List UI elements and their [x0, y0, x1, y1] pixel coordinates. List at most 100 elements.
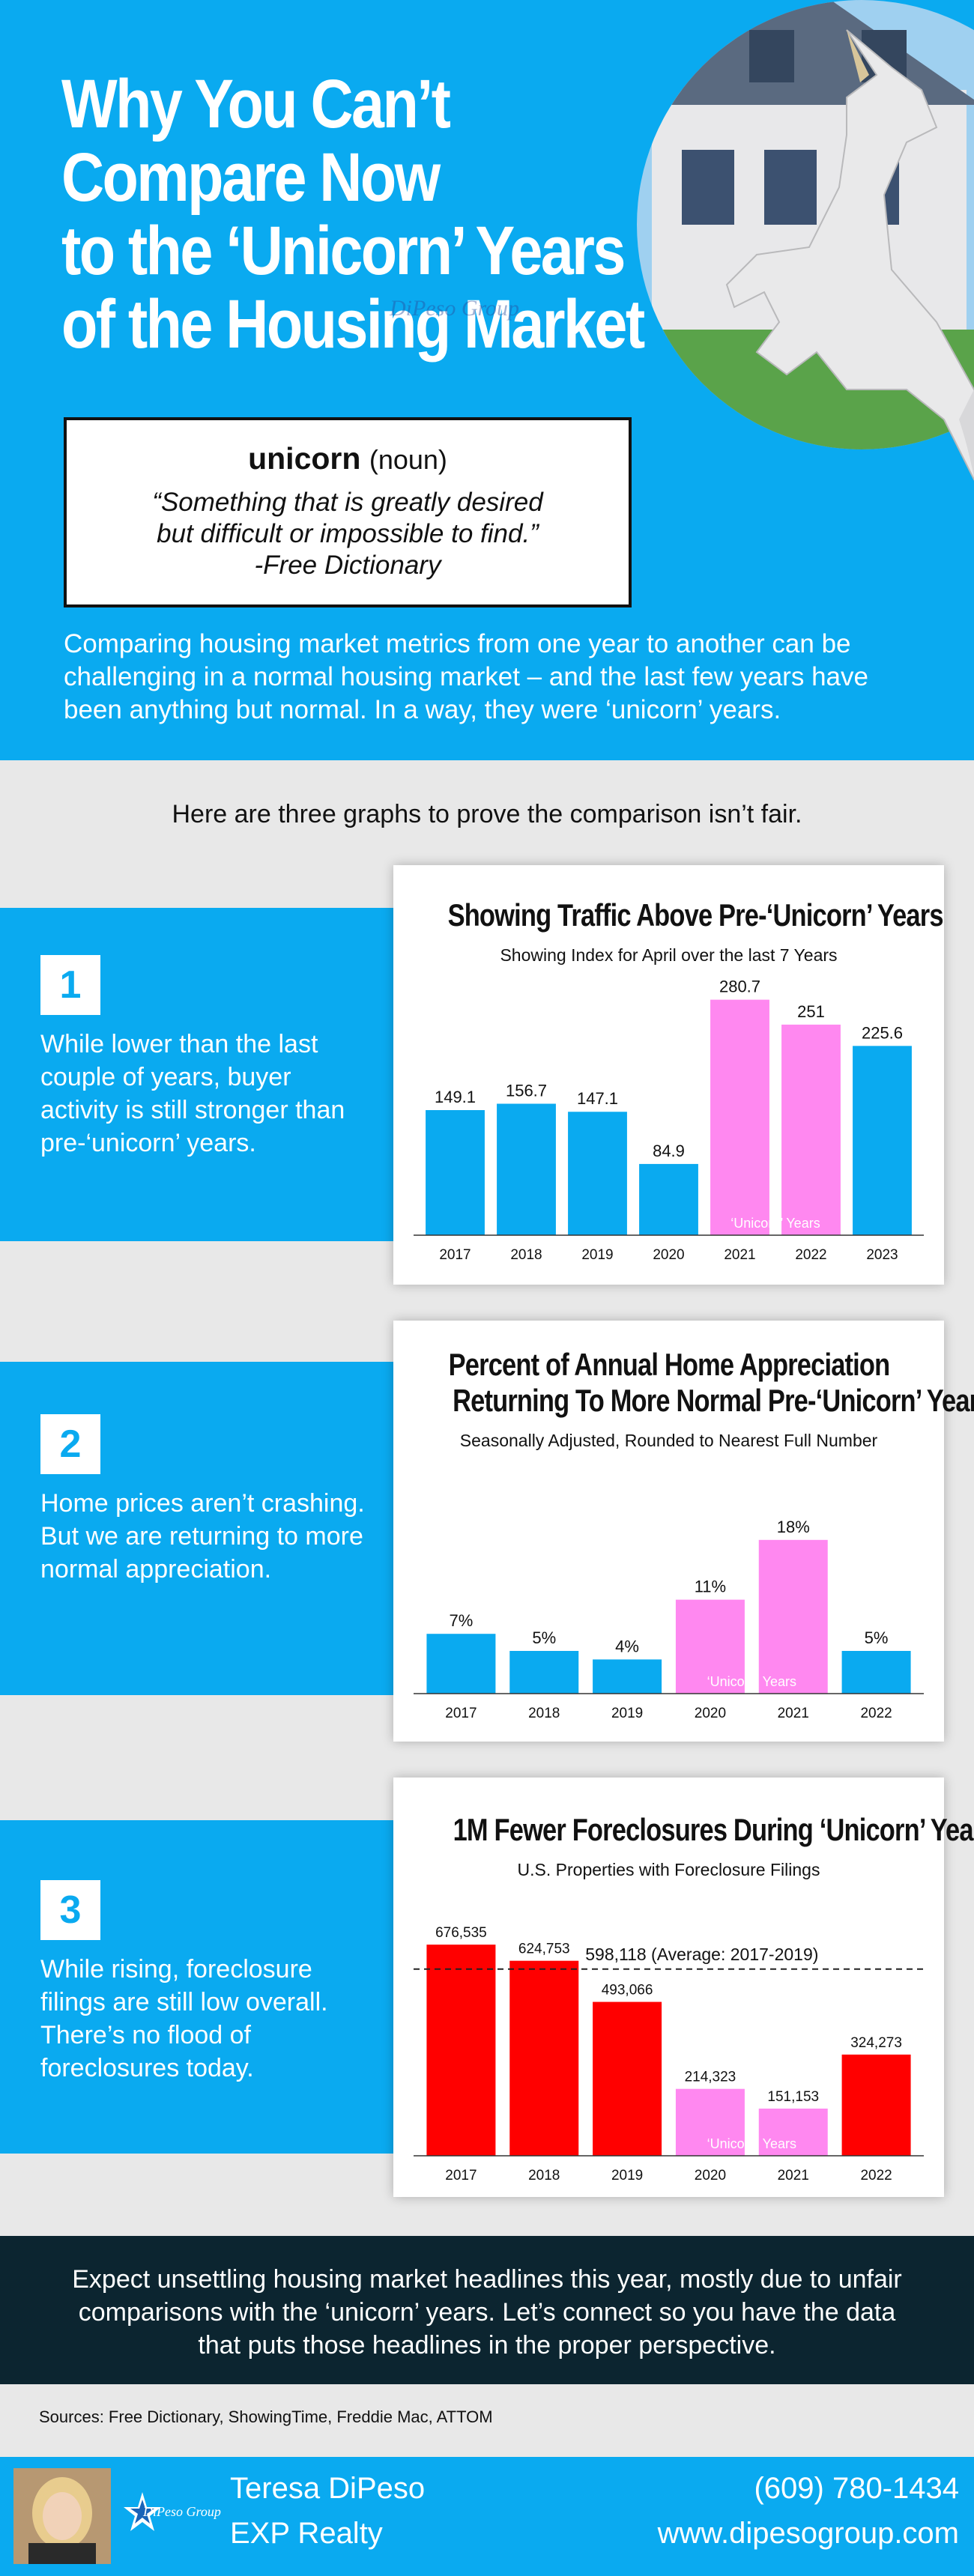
chart-1-bar-2020	[639, 1163, 698, 1235]
hero-banner: Why You Can’t Compare Now to the ‘Unicor…	[0, 0, 974, 760]
title-line-2: Compare Now	[61, 139, 441, 216]
chart-3-tick-2022: 2022	[860, 2168, 892, 2183]
chart-1-tick-2021: 2021	[724, 1247, 755, 1263]
quote-line-2: but difficult or impossible to find.”	[157, 519, 539, 548]
chart-1-value-label-2019: 147.1	[577, 1089, 618, 1108]
chart-2-tick-2018: 2018	[528, 1706, 560, 1721]
chart-1-bar-2023	[853, 1046, 912, 1235]
title-line-3: to the ‘Unicorn’ Years	[61, 213, 626, 289]
chart-2-bar-2019	[593, 1659, 662, 1694]
chart-3-value-label-2021: 151,153	[767, 2089, 819, 2105]
chart-1-value-label-2018: 156.7	[506, 1081, 547, 1100]
chart-3-tick-2020: 2020	[695, 2168, 726, 2183]
chart-1-subtitle: Showing Index for April over the last 7 …	[500, 945, 838, 965]
chart-2-value-label-2021: 18%	[777, 1518, 810, 1536]
quote-source: -Free Dictionary	[254, 551, 441, 580]
chart-1-tick-2020: 2020	[653, 1247, 684, 1263]
chart-2-tick-2020: 2020	[695, 1706, 726, 1721]
chart-2-bar-2018	[509, 1651, 579, 1694]
chart-1-bar-2019	[568, 1112, 627, 1235]
section-1-text: While lower than the last couple of year…	[40, 1030, 345, 1157]
title-line-1: Why You Can’t	[61, 66, 451, 142]
chart-1-value-label-2020: 84.9	[653, 1142, 685, 1160]
chart-3-card: 1M Fewer Foreclosures During ‘Unicorn’ Y…	[393, 1778, 974, 2197]
website-link[interactable]: www.dipesogroup.com	[657, 2517, 959, 2550]
chart-3-bar-2018	[509, 1960, 579, 2156]
definition-box: unicorn (noun) “Something that is greatl…	[64, 417, 632, 607]
chart-3-subtitle: U.S. Properties with Foreclosure Filings	[517, 1860, 820, 1879]
title-line-4: of the Housing Market	[61, 286, 645, 363]
chart-2-title-line-1: Percent of Annual Home Appreciation	[448, 1347, 890, 1382]
chart-2-unicorn-label: ‘Unicorn’ Years	[707, 1674, 796, 1689]
quote-line-1: “Something that is greatly desired	[152, 488, 543, 517]
chart-3-value-label-2018: 624,753	[518, 1942, 570, 1957]
agent-name: Teresa DiPeso	[230, 2472, 426, 2505]
chart-1-unicorn-label: ‘Unicorn’ Years	[730, 1216, 820, 1231]
chart-1-value-label-2021: 280.7	[719, 978, 760, 996]
chart-3-plot: 676,535 2017 624,753 2018 493,066 2019 214,323…	[414, 1925, 924, 2183]
chart-2-bar-2021	[758, 1539, 828, 1694]
agent-company: EXP Realty	[230, 2517, 383, 2550]
chart-1-tick-2018: 2018	[510, 1247, 542, 1263]
dipeso-logo: DiPeso Group	[124, 2491, 221, 2536]
agent-photo	[13, 2468, 111, 2564]
definition-heading: unicorn (noun)	[67, 441, 629, 476]
logo-text: DiPeso Group	[143, 2504, 221, 2519]
chart-1-bar-2018	[497, 1103, 556, 1235]
graphs-intro-text: Here are three graphs to prove the compa…	[172, 800, 802, 828]
chart-3-value-label-2022: 324,273	[850, 2035, 902, 2051]
chart-3-value-label-2019: 493,066	[602, 1983, 653, 1998]
chart-1-value-label-2022: 251	[797, 1002, 825, 1021]
chart-2-value-label-2018: 5%	[532, 1628, 556, 1647]
section-3-band	[0, 1820, 393, 2154]
chart-1-tick-2023: 2023	[866, 1247, 898, 1263]
chart-2-tick-2022: 2022	[860, 1706, 892, 1721]
definition-quote: “Something that is greatly desired but d…	[67, 487, 629, 581]
chart-1-bar-2017	[426, 1110, 485, 1235]
section-2-text: Home prices aren’t crashing. But we are …	[40, 1489, 365, 1584]
chart-3-tick-2017: 2017	[445, 2168, 477, 2183]
chart-1-tick-2019: 2019	[581, 1247, 613, 1263]
chart-3-bar-2022	[841, 2054, 911, 2156]
cta-banner: Expect unsettling housing market headlin…	[0, 2236, 974, 2384]
chart-1-plot: 149.1 2017 156.7 2018 147.1 2019 84.9 2020 280.7…	[414, 978, 924, 1263]
cta-text: Expect unsettling housing market headlin…	[72, 2265, 902, 2360]
chart-3-tick-2019: 2019	[611, 2168, 643, 2183]
sources-text: Sources: Free Dictionary, ShowingTime, F…	[39, 2407, 493, 2426]
chart-3-bar-2020	[675, 2088, 745, 2156]
chart-2-bar-2022	[841, 1651, 911, 1694]
chart-2-card: Percent of Annual Home Appreciation Retu…	[393, 1321, 974, 1742]
section-1-number: 1	[40, 955, 100, 1015]
chart-1-bar-2022	[781, 1024, 841, 1235]
chart-3-bar-2017	[426, 1945, 496, 2156]
chart-2-subtitle: Seasonally Adjusted, Rounded to Nearest …	[459, 1431, 878, 1450]
chart-3-unicorn-label: ‘Unicorn’ Years	[707, 2136, 796, 2151]
chart-3-tick-2018: 2018	[528, 2168, 560, 2183]
section-2-number: 2	[40, 1414, 100, 1474]
chart-1-card: Showing Traffic Above Pre-‘Unicorn’ Year…	[393, 865, 944, 1285]
page-title: Why You Can’t Compare Now to the ‘Unicor…	[61, 66, 645, 363]
chart-1-tick-2017: 2017	[439, 1247, 471, 1263]
chart-3-value-label-2017: 676,535	[435, 1925, 487, 1941]
watermark-text: DiPeso Group	[390, 296, 520, 321]
chart-1-tick-2022: 2022	[795, 1247, 826, 1263]
chart-3-bar-2021	[758, 2109, 828, 2156]
chart-2-tick-2021: 2021	[778, 1706, 809, 1721]
intro-text: Comparing housing market metrics from on…	[64, 629, 868, 724]
chart-2-title-line-2: Returning To More Normal Pre-‘Unicorn’ Y…	[453, 1383, 974, 1418]
chart-3-title: 1M Fewer Foreclosures During ‘Unicorn’ Y…	[453, 1812, 974, 1847]
chart-2-tick-2017: 2017	[445, 1706, 477, 1721]
chart-2-value-label-2019: 4%	[615, 1637, 639, 1655]
chart-2-value-label-2017: 7%	[450, 1611, 474, 1630]
chart-1-bar-2021	[710, 999, 769, 1235]
section-3-text: While rising, foreclosure filings are st…	[40, 1955, 328, 2082]
chart-3-tick-2021: 2021	[778, 2168, 809, 2183]
star-logo-icon	[124, 2492, 161, 2531]
chart-2-tick-2019: 2019	[611, 1706, 643, 1721]
chart-3-value-label-2020: 214,323	[685, 2070, 736, 2085]
definition-pos: (noun)	[369, 444, 447, 475]
unicorn-figure	[725, 29, 974, 481]
chart-3-average-label: 598,118 (Average: 2017-2019)	[585, 1945, 818, 1964]
chart-2-value-label-2022: 5%	[865, 1628, 889, 1647]
phone-link[interactable]: (609) 780-1434	[754, 2472, 959, 2505]
